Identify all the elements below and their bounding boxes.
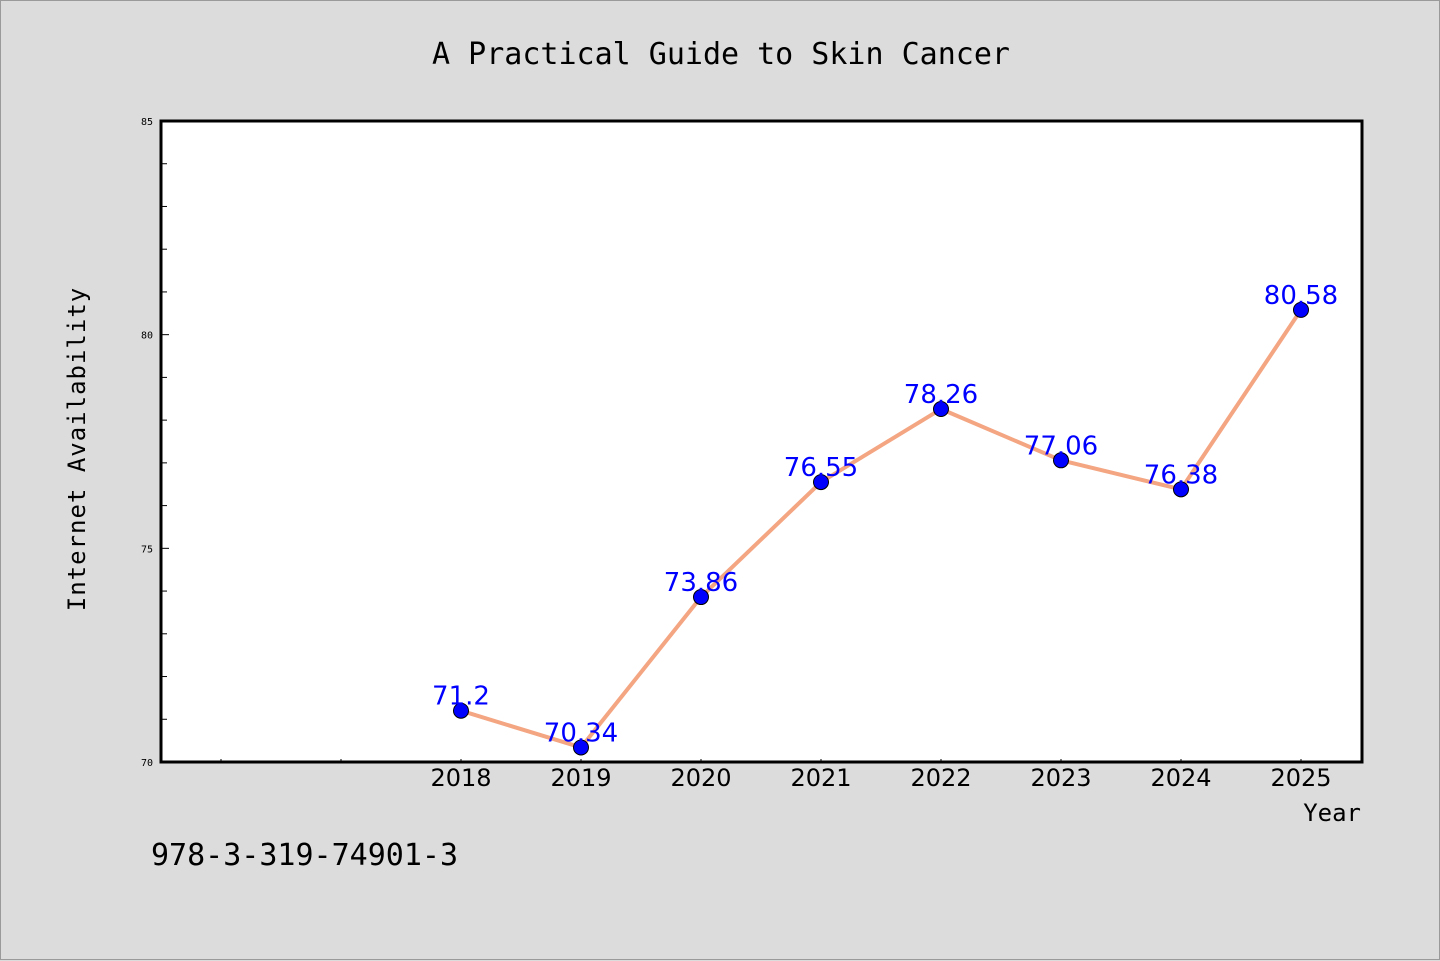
data-point (1293, 301, 1309, 318)
plot-area (159, 119, 1364, 764)
data-label: 71.2 (432, 682, 490, 712)
series-line (460, 308, 1303, 750)
data-labels: 71.2 70.34 73.86 76.55 78.26 77.06 76.38 80.58 (432, 281, 1338, 749)
data-point (693, 589, 709, 606)
data-label: 70.34 (544, 718, 618, 748)
data-label: 78.26 (904, 380, 978, 410)
x-tick-label: 2019 (550, 764, 611, 792)
data-point (813, 474, 829, 491)
data-points (453, 301, 1309, 756)
x-tick-label: 2022 (910, 764, 971, 792)
data-point (1053, 452, 1069, 469)
data-label: 76.55 (784, 453, 858, 483)
y-axis-label: Internet Availability (63, 287, 91, 611)
y-tick-label: 85 (141, 117, 153, 128)
y-tick-label: 75 (141, 544, 153, 555)
x-axis: 2018 2019 2020 2021 2022 2023 2024 2025 (220, 759, 1332, 792)
isbn-annotation: 978-3-319-74901-3 (151, 838, 458, 873)
chart-title: A Practical Guide to Skin Cancer (432, 37, 1010, 72)
x-tick-label: 2018 (430, 764, 491, 792)
data-point (573, 739, 589, 756)
x-tick-label: 2021 (790, 764, 851, 792)
x-tick-label: 2025 (1270, 764, 1331, 792)
data-point (933, 401, 949, 418)
y-tick-label: 80 (141, 331, 153, 342)
x-tick-label: 2023 (1030, 764, 1091, 792)
data-label: 73.86 (664, 568, 738, 598)
data-label: 76.38 (1144, 460, 1218, 490)
data-point (453, 702, 469, 719)
data-label: 80.58 (1264, 281, 1338, 311)
x-tick-label: 2020 (670, 764, 731, 792)
y-tick-label: 70 (141, 758, 153, 769)
data-point (1173, 481, 1189, 498)
x-tick-label: 2024 (1150, 764, 1211, 792)
data-label: 77.06 (1024, 431, 1098, 461)
x-axis-label: Year (1303, 799, 1361, 827)
y-axis: 70 75 80 85 (141, 117, 169, 769)
